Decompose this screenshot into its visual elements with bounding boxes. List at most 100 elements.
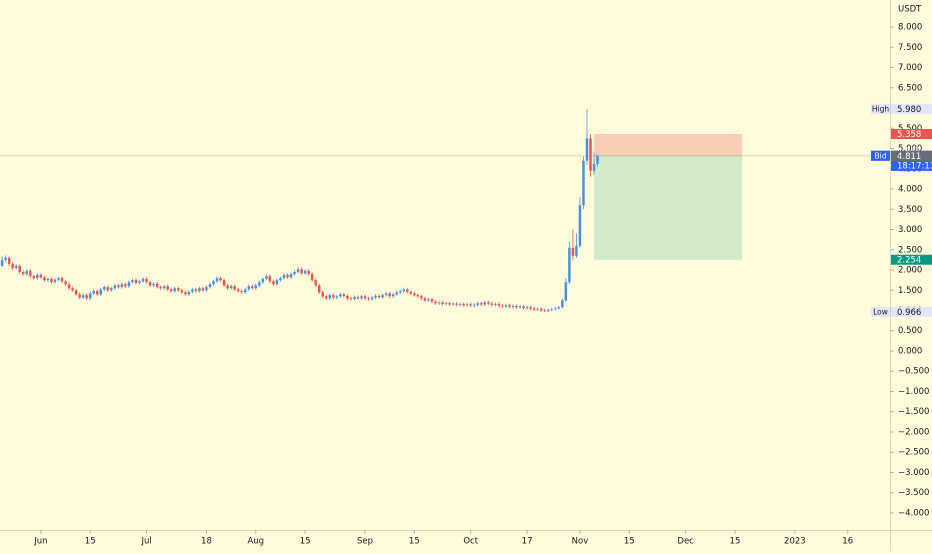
price-tag: Bid	[875, 151, 887, 160]
y-tick-label: 3.000	[898, 225, 922, 235]
price-label-box	[891, 103, 932, 114]
candle-body	[148, 282, 152, 286]
candle-body	[557, 307, 561, 309]
x-tick-label: 15	[730, 537, 741, 547]
candle-body	[536, 308, 539, 310]
x-tick-label: Sep	[357, 537, 373, 547]
candle-body	[543, 310, 546, 312]
x-tick-label: Oct	[463, 537, 478, 547]
candle-body	[370, 297, 374, 300]
candle-body	[568, 247, 571, 283]
price-tag-box	[871, 306, 890, 317]
candle-body	[99, 289, 103, 295]
x-tick-label: 18	[201, 537, 212, 547]
candle-body	[399, 291, 402, 293]
candle-body	[321, 292, 324, 297]
candle-body	[71, 288, 74, 291]
candle-body	[272, 281, 275, 285]
candle-body	[413, 293, 416, 296]
candle-body	[254, 285, 258, 289]
x-tick-label: 16	[842, 537, 853, 547]
candle-body	[458, 304, 462, 305]
candle-body	[391, 294, 395, 297]
candle-body	[444, 303, 448, 305]
y-tick-label: 0.000	[898, 346, 922, 356]
candle-body	[420, 296, 423, 299]
candle-body	[194, 289, 198, 292]
y-tick-label: −4.000	[898, 508, 929, 518]
candle-body	[451, 303, 455, 305]
candle-body	[205, 287, 208, 291]
candle-body	[529, 307, 532, 309]
candle-body	[173, 288, 176, 292]
candle-body	[201, 288, 205, 291]
candle-body	[166, 286, 169, 290]
candle-body	[152, 283, 155, 286]
price-label-box	[891, 306, 932, 317]
countdown: 18:17:13	[897, 161, 932, 171]
candle-body	[240, 291, 243, 293]
candle-body	[226, 285, 229, 289]
y-tick-label: −3.500	[898, 488, 929, 498]
candle-body	[314, 280, 317, 286]
candle-body	[215, 278, 219, 282]
candle-body	[377, 295, 381, 298]
candle-body	[356, 297, 360, 299]
candle-body	[307, 270, 310, 275]
price-label-box	[891, 129, 932, 140]
stop-zone	[594, 134, 743, 156]
candle-body	[296, 269, 300, 273]
candle-body	[117, 285, 120, 288]
candle-body	[233, 286, 236, 290]
y-tick-label: 5.500	[898, 124, 922, 134]
y-tick-label: −3.000	[898, 468, 929, 478]
price-tag-box	[871, 103, 890, 114]
candle-body	[388, 293, 391, 297]
candle-body	[14, 265, 18, 268]
candle-body	[487, 302, 490, 304]
candle-body	[7, 257, 11, 264]
candle-body	[236, 289, 240, 292]
y-tick-label: 5.000	[898, 144, 922, 154]
y-tick-label: −1.500	[898, 407, 929, 417]
price-label: 4.811	[897, 152, 921, 162]
candle-body	[88, 293, 92, 299]
candle-body	[4, 257, 7, 260]
candle-body	[469, 304, 472, 306]
candle-body	[550, 309, 553, 311]
candle-body	[67, 284, 71, 289]
candle-body	[490, 303, 494, 305]
candle-body	[427, 299, 430, 301]
candle-body	[177, 288, 180, 291]
candle-body	[423, 298, 427, 301]
candle-body	[575, 245, 578, 256]
candle-body	[46, 278, 50, 281]
candle-body	[395, 292, 398, 295]
y-tick-label: 4.000	[898, 185, 922, 195]
candle-body	[229, 286, 233, 289]
candle-body	[60, 278, 64, 282]
candle-body	[11, 263, 14, 268]
candle-body	[96, 291, 99, 295]
price-tag: Low	[873, 307, 888, 316]
candle-body	[328, 295, 332, 299]
candle-body	[275, 280, 279, 285]
candle-body	[127, 282, 131, 287]
candle-body	[286, 274, 289, 278]
candle-body	[251, 286, 254, 289]
axis-unit: USDT	[898, 5, 922, 15]
candle-body	[74, 290, 78, 295]
candle-body	[212, 281, 215, 285]
candle-body	[448, 303, 451, 305]
candle-body	[363, 296, 367, 299]
candle-body	[78, 294, 81, 298]
candle-body	[441, 302, 444, 305]
candle-body	[547, 310, 550, 312]
candle-body	[522, 306, 525, 309]
candle-body	[532, 308, 536, 310]
candle-body	[346, 295, 349, 299]
candle-body	[187, 291, 191, 295]
y-tick-label: −1.000	[898, 387, 929, 397]
candle-body	[434, 301, 437, 304]
